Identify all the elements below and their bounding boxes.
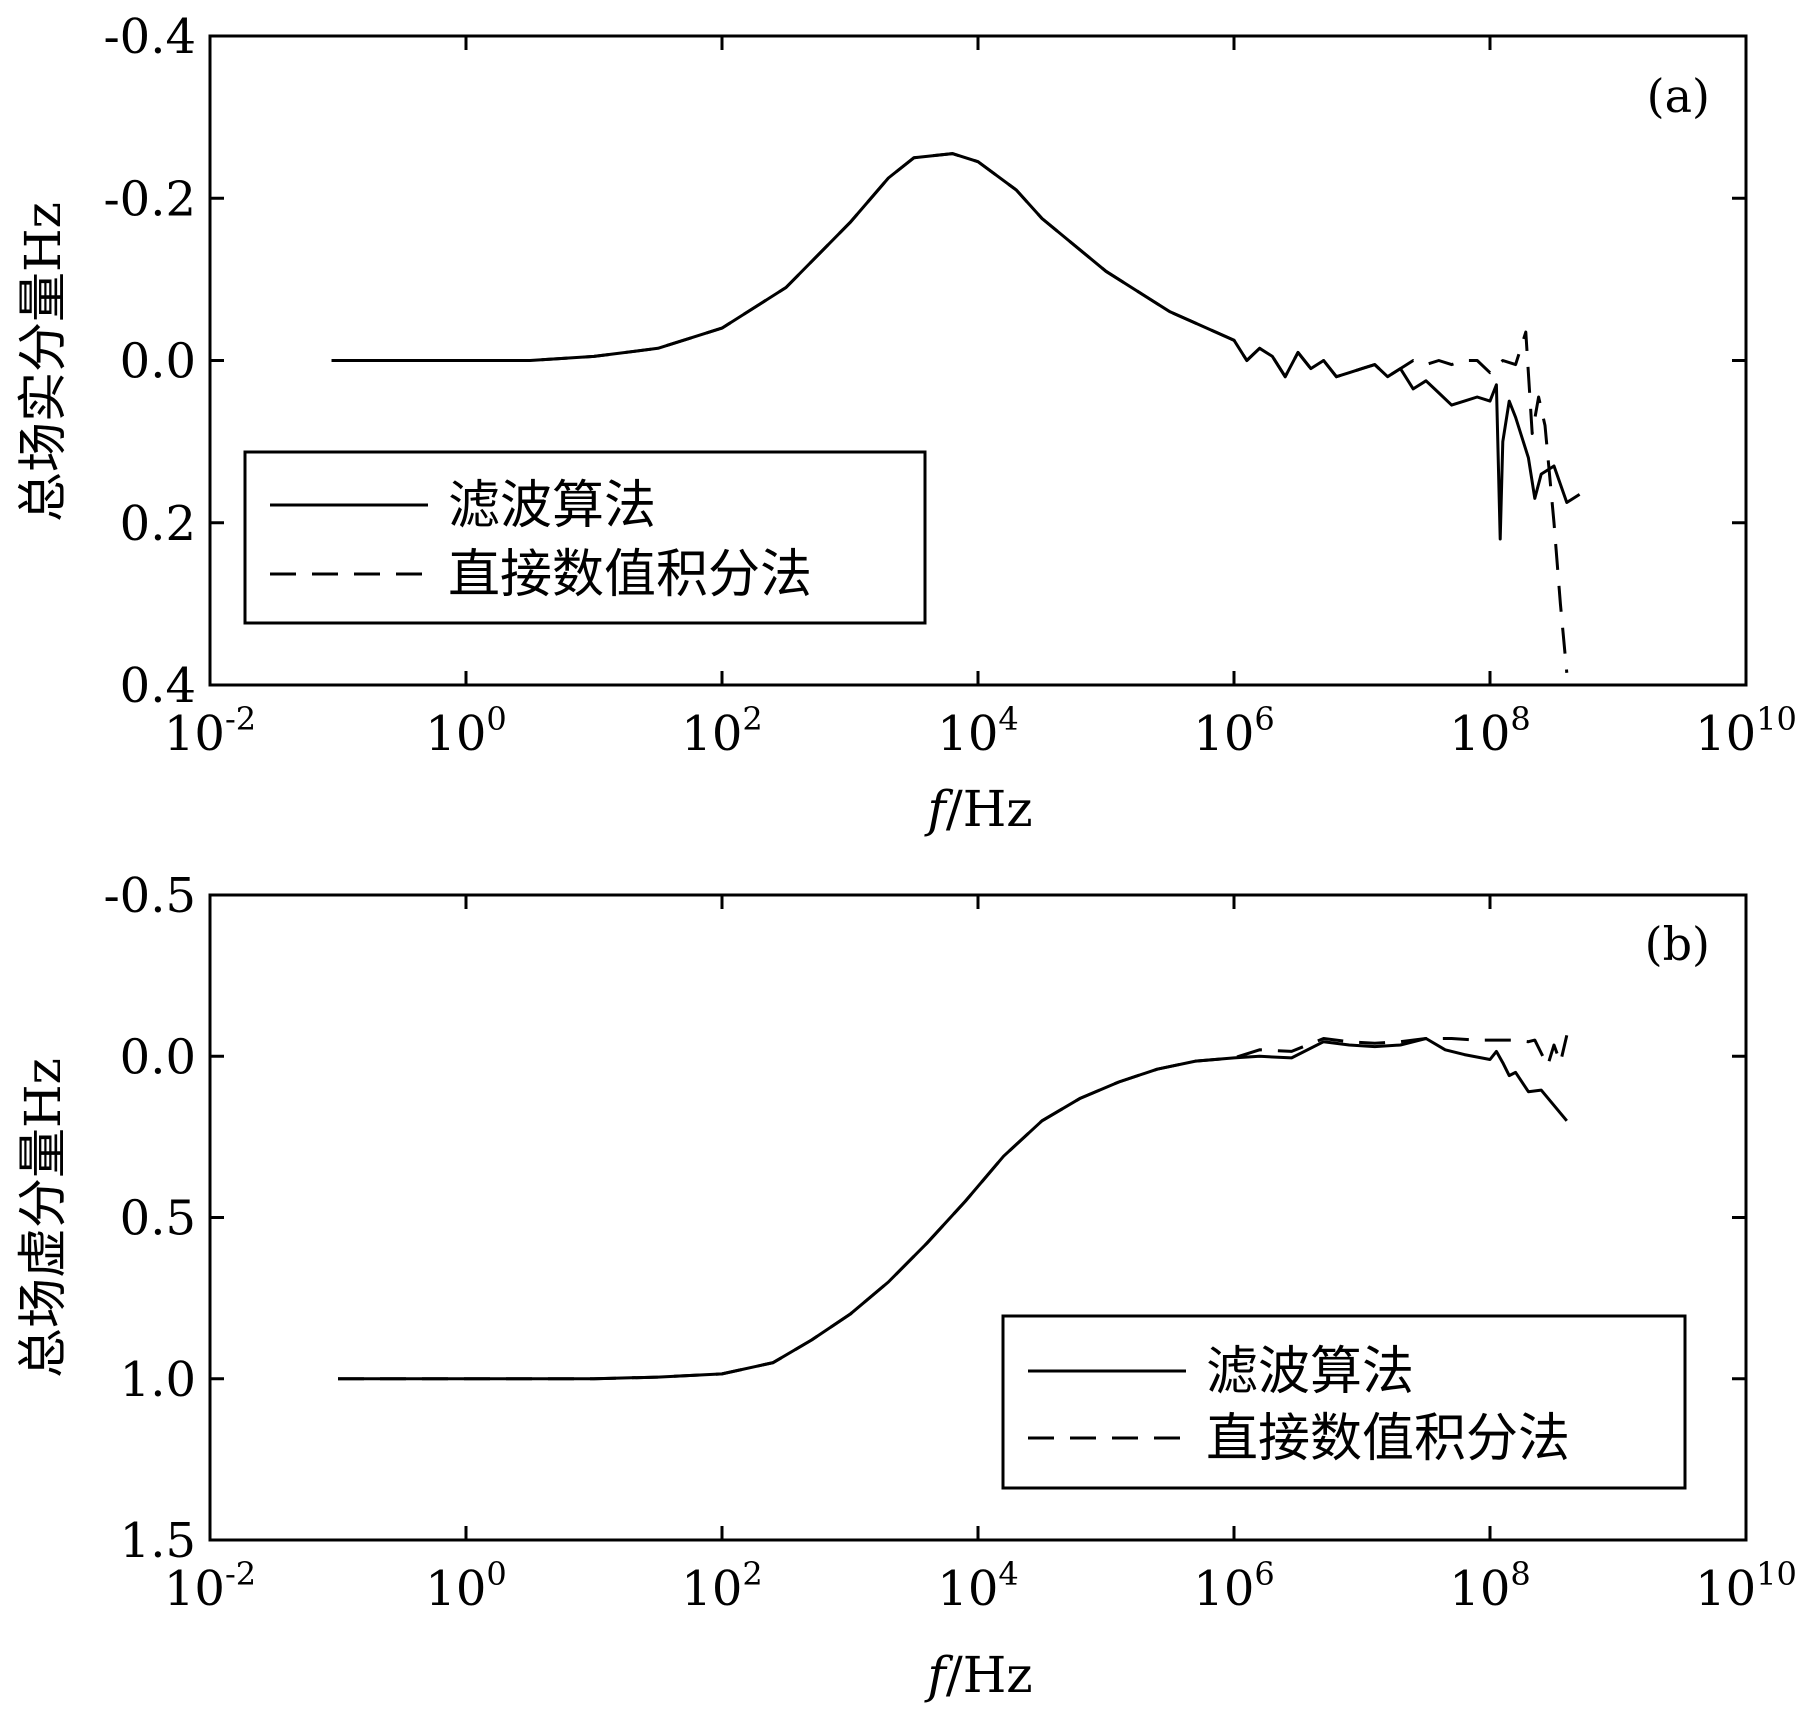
- y-axis-label-a: 总场实分量Hz: [14, 202, 72, 522]
- chart-panel-a: 10-2 100 102 104 106 108 1010 -0.4 -0.2 0.0 0.2 0.…: [14, 9, 1797, 838]
- chart-panel-b: 10-2 100 102 104 106 108 1010 -0.5 0.0 0.5 1.0 1.5…: [14, 868, 1797, 1704]
- x-tick-label: 106: [1193, 700, 1274, 762]
- x-tick-label: 1010: [1695, 1555, 1797, 1617]
- y-tick-label: 0.2: [120, 496, 196, 552]
- y-tick-labels-b: -0.5 0.0 0.5 1.0 1.5: [103, 868, 196, 1569]
- x-tick-label: 102: [681, 700, 762, 762]
- x-tick-label: 104: [937, 700, 1018, 762]
- y-tick-labels-a: -0.4 -0.2 0.0 0.2 0.4: [103, 9, 196, 714]
- x-tick-label: 1010: [1695, 700, 1797, 762]
- y-tick-label: 0.5: [120, 1191, 196, 1247]
- legend-box-b: [1001, 1314, 1687, 1490]
- legend-label-direct-a: 直接数值积分法: [448, 545, 812, 605]
- y-axis-label-b: 总场虚分量Hz: [14, 1058, 72, 1378]
- series-group-a: [331, 152, 1581, 673]
- legend-label-direct-b: 直接数值积分法: [1206, 1409, 1570, 1469]
- axis-ticks-a: [208, 34, 1748, 687]
- series-line-filter-a: [331, 152, 1581, 541]
- y-tick-label: -0.2: [103, 171, 196, 227]
- panel-label-a: (a): [1647, 69, 1710, 123]
- y-tick-label: 0.0: [120, 1029, 196, 1085]
- x-axis-label-b: f/Hz: [923, 1646, 1032, 1704]
- legend-a: 滤波算法 直接数值积分法: [243, 450, 927, 625]
- x-tick-label: 10-2: [164, 700, 256, 762]
- x-axis-label-a: f/Hz: [923, 780, 1032, 838]
- panel-label-b: (b): [1645, 917, 1710, 971]
- legend-b: 滤波算法 直接数值积分法: [1001, 1314, 1687, 1490]
- legend-label-filter-a: 滤波算法: [448, 476, 656, 536]
- x-tick-label: 104: [937, 1555, 1018, 1617]
- legend-box-a: [243, 450, 927, 625]
- x-tick-labels-a: 10-2 100 102 104 106 108 1010: [164, 700, 1797, 762]
- y-tick-label: -0.4: [103, 9, 196, 65]
- y-tick-label: 0.0: [120, 334, 196, 390]
- legend-label-filter-b: 滤波算法: [1206, 1342, 1414, 1402]
- x-tick-label: 102: [681, 1555, 762, 1617]
- x-tick-label: 10-2: [164, 1555, 256, 1617]
- y-tick-label: 1.0: [120, 1352, 196, 1408]
- y-tick-label: -0.5: [103, 868, 196, 924]
- x-tick-label: 108: [1449, 700, 1530, 762]
- series-line-filter-b: [338, 1037, 1568, 1381]
- x-tick-label: 100: [425, 1555, 506, 1617]
- series-group-b: [338, 1034, 1569, 1381]
- x-tick-label: 108: [1449, 1555, 1530, 1617]
- x-tick-label: 106: [1193, 1555, 1274, 1617]
- y-tick-label: 0.4: [120, 658, 196, 714]
- x-tick-label: 100: [425, 700, 506, 762]
- x-tick-labels-b: 10-2 100 102 104 106 108 1010: [164, 1555, 1797, 1617]
- axis-ticks-b: [208, 893, 1748, 1542]
- y-tick-label: 1.5: [120, 1513, 196, 1569]
